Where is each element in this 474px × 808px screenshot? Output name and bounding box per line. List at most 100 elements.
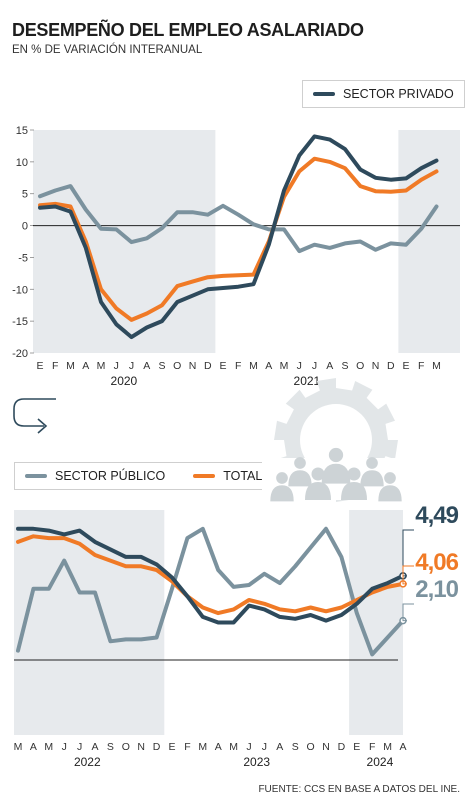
y-tick-label: -10 [12,284,28,296]
year-label: 2020 [111,374,138,388]
x-tick-label: M [383,741,392,753]
x-tick-label: M [280,360,289,372]
person-body-icon [378,485,402,502]
x-tick-label: M [44,741,53,753]
x-tick-label: A [82,360,89,372]
x-tick-label: D [153,741,161,753]
year-label: 2021 [294,374,321,388]
x-tick-label: J [246,741,251,753]
x-tick-label: A [143,360,150,372]
year-label: 2023 [243,755,270,769]
person-body-icon [341,482,367,500]
legend-total-swatch [193,474,216,478]
x-tick-label: A [326,360,333,372]
x-tick-label: M [14,741,23,753]
x-tick-label: F [184,741,190,753]
x-tick-label: F [418,360,424,372]
person-head-icon [311,467,325,481]
x-tick-label: A [91,741,98,753]
y-tick-label: 15 [16,125,28,137]
bracket-total [402,565,414,585]
person-head-icon [366,457,378,469]
x-tick-label: S [158,360,165,372]
person-body-icon [288,470,312,487]
chart-subtitle: EN % DE VARIACIÓN INTERANUAL [12,44,203,56]
x-tick-label: F [235,360,241,372]
x-tick-label: A [276,741,283,753]
x-tick-label: E [168,741,175,753]
x-tick-label: E [36,360,43,372]
band-2022 [14,510,165,735]
legend-total-label: TOTAL [223,469,263,483]
x-tick-label: J [129,360,134,372]
decor [13,378,410,502]
x-tick-label: E [353,741,360,753]
x-tick-label: J [62,741,67,753]
y-tick-label: 5 [22,189,28,201]
band-2020 [33,130,216,353]
x-tick-label: N [372,360,380,372]
x-tick-label: S [292,741,299,753]
person-body-icon [321,463,351,484]
legend-private-label: SECTOR PRIVADO [343,87,454,101]
x-tick-label: J [114,360,119,372]
x-tick-label: M [229,741,238,753]
person-head-icon [384,472,396,484]
x-tick-label: O [356,360,364,372]
source-note: FUENTE: CCS EN BASE A DATOS DEL INE. [258,784,460,795]
person-head-icon [347,467,361,481]
legend-private: SECTOR PRIVADO [302,80,465,108]
series-line-public [16,526,405,657]
y-tick-label: -15 [12,316,28,328]
x-tick-label: J [77,741,82,753]
y-tick-label: -5 [18,252,28,264]
year-label: 2022 [74,755,101,769]
legend-public-swatch [25,474,47,478]
x-tick-label: M [66,360,75,372]
person-body-icon [270,485,294,502]
series-line-private [38,134,439,340]
x-tick-label: N [322,741,330,753]
person-head-icon [276,472,288,484]
x-tick-label: E [402,360,409,372]
bracket-public [402,603,414,622]
x-tick-label: S [341,360,348,372]
x-tick-label: D [338,741,346,753]
x-tick-label: M [198,741,207,753]
series-line-total [16,534,405,616]
x-tick-label: F [52,360,58,372]
x-tick-label: F [369,741,375,753]
series-line-total [38,156,439,322]
x-tick-label: N [137,741,145,753]
person-body-icon [305,482,331,500]
series-line-private [16,526,405,625]
person-head-icon [328,447,344,463]
x-tick-label: S [107,741,114,753]
y-tick-label: 10 [16,157,28,169]
end-label-private: 4,49 [415,502,459,529]
x-tick-label: A [215,741,222,753]
x-tick-label: E [219,360,226,372]
series-line-public [38,184,439,254]
y-tick-label: -20 [12,348,28,360]
person-body-icon [360,470,384,487]
year-label: 2024 [367,755,394,769]
end-label-public: 2,10 [415,576,459,603]
x-tick-label: A [265,360,272,372]
band-2024 [349,510,403,735]
legend-public-label: SECTOR PÚBLICO [55,469,166,483]
end-label-total: 4,06 [415,549,459,576]
x-tick-label: J [312,360,317,372]
y-tick-label: 0 [22,221,28,233]
arrow-icon [13,398,56,427]
bracket-private [402,529,414,577]
x-tick-label: D [204,360,212,372]
x-tick-label: J [297,360,302,372]
x-tick-label: J [262,741,267,753]
x-tick-label: A [30,741,37,753]
x-tick-label: A [399,741,406,753]
x-tick-label: M [249,360,258,372]
arrow-head-icon [37,418,48,434]
